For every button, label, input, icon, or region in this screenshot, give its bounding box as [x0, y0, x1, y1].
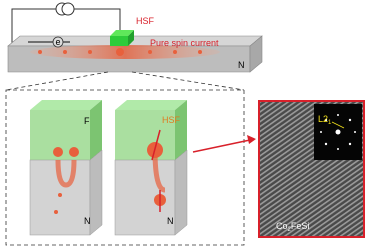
bar-n-label: N [238, 60, 245, 70]
hsf-block [110, 30, 134, 46]
material-sub: 2 [288, 227, 292, 233]
material-label: Co2FeSi [276, 221, 309, 233]
pointer-arrow [192, 135, 256, 153]
material-rest: FeSi [291, 221, 310, 231]
current-label: Pure spin current [150, 38, 219, 48]
micrograph [258, 100, 365, 238]
panel2-bottom-label: N [167, 216, 174, 226]
panel-hsf [114, 100, 188, 236]
circuit [11, 2, 121, 58]
phase-sub: 1 [328, 120, 332, 126]
hsf-label: HSF [136, 16, 155, 26]
material-main: Co [276, 221, 288, 231]
panel-ferromagnet [29, 100, 103, 236]
panel2-top-label: HSF [162, 115, 181, 125]
panel1-bottom-label: N [84, 216, 91, 226]
phase-main: L2 [318, 114, 328, 124]
panel1-top-label: F [84, 116, 90, 126]
channel-bar: e [7, 35, 263, 73]
electron-label: e [55, 37, 60, 47]
zoom-box [5, 71, 245, 246]
phase-label: L21 [318, 114, 332, 126]
